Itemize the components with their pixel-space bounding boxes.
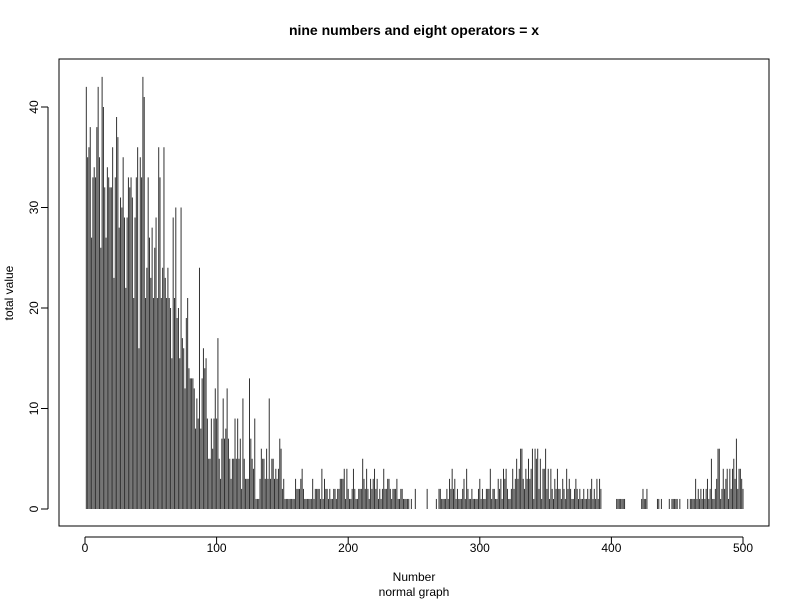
chart-title: nine numbers and eight operators = x [289,22,539,38]
x-tick-label-200: 200 [338,541,358,555]
y-tick-label-40: 40 [27,100,41,114]
x-tick-label-0: 0 [82,541,89,555]
x-tick-label-100: 100 [207,541,227,555]
x-axis-sublabel: normal graph [379,585,450,599]
y-tick-label-0: 0 [27,505,41,512]
y-tick-label-20: 20 [27,301,41,315]
x-tick-label-300: 300 [470,541,490,555]
y-tick-label-10: 10 [27,402,41,416]
bars-layer [85,76,744,509]
x-tick-label-400: 400 [601,541,621,555]
y-axis-label: total value [2,265,16,320]
x-tick-label-500: 500 [733,541,753,555]
plot-frame [58,58,770,527]
x-axis-label: Number [393,570,436,584]
axes-layer: 0 100 200 300 400 500 0 10 20 30 40 [27,100,753,555]
y-tick-label-30: 30 [27,201,41,215]
